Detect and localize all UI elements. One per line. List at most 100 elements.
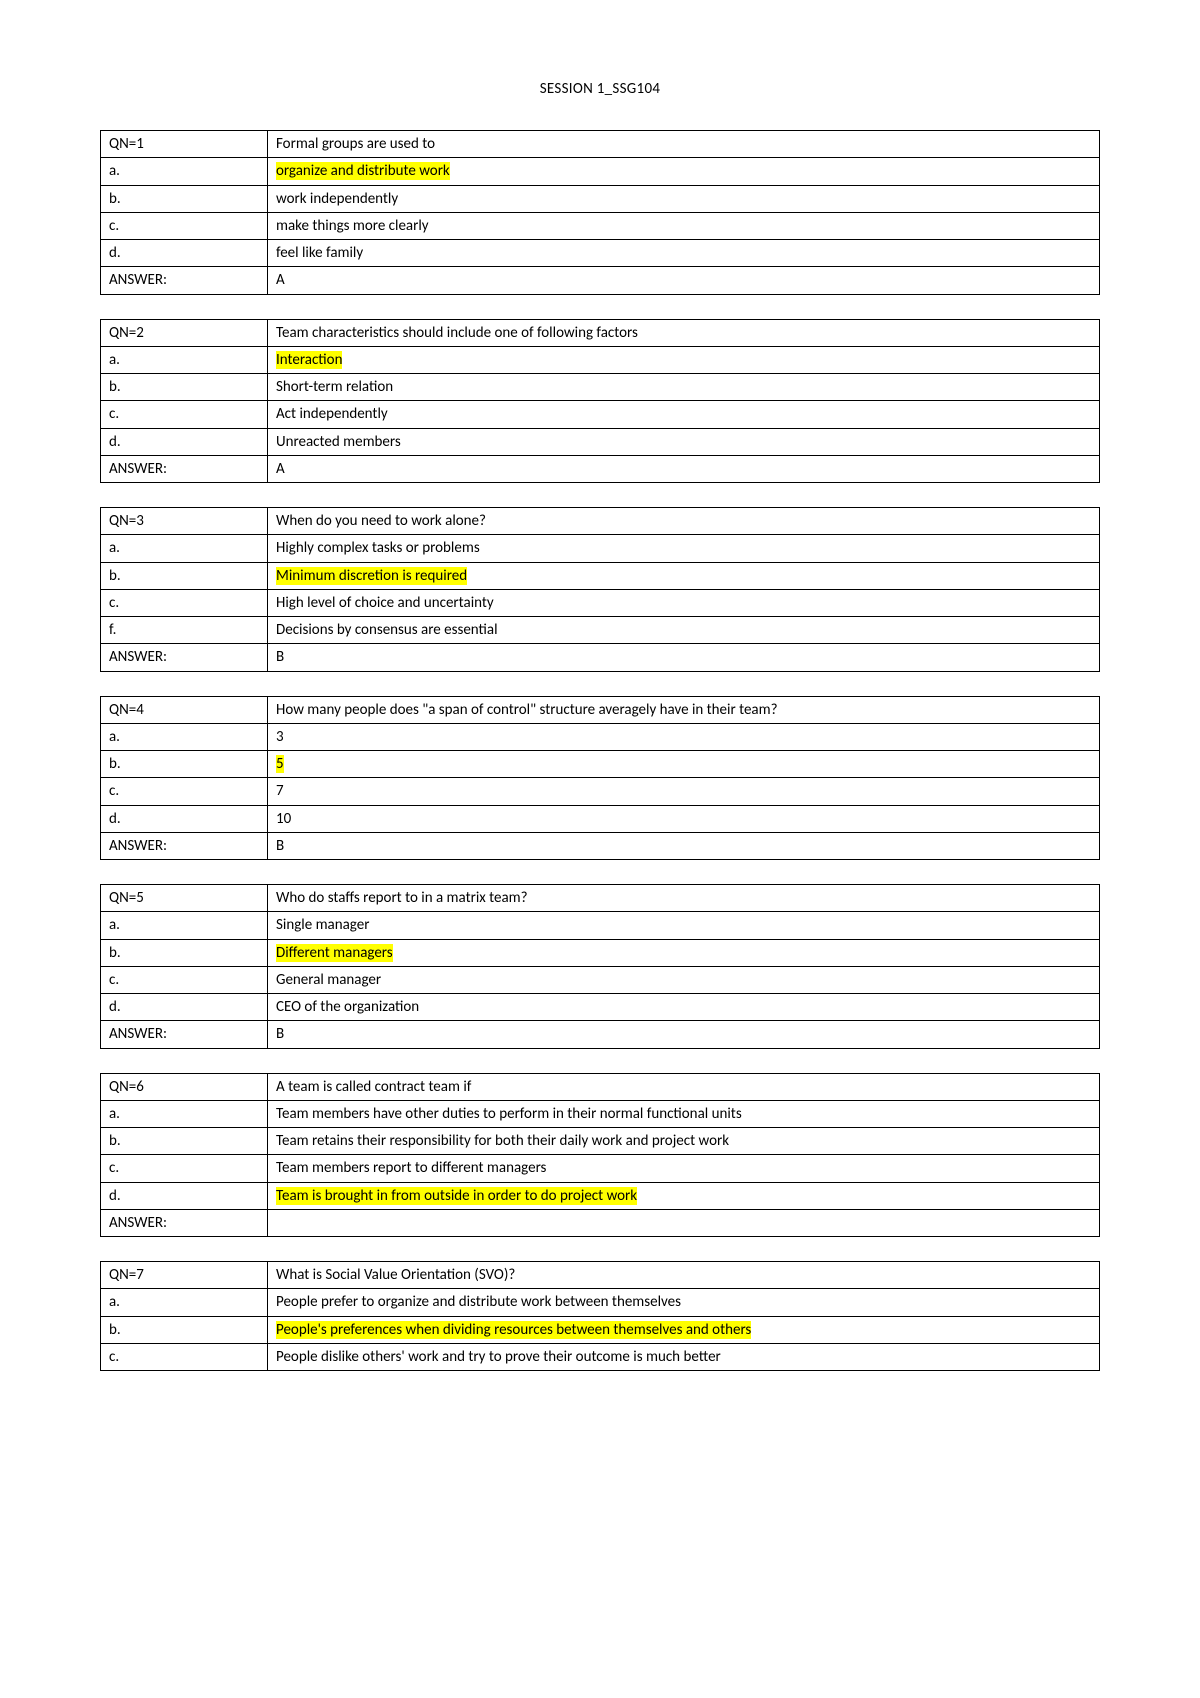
question-prompt: What is Social Value Orientation (SVO)? xyxy=(268,1262,1100,1289)
question-row: QN=6A team is called contract team if xyxy=(101,1073,1100,1100)
option-text: Act independently xyxy=(276,405,388,423)
option-row: c.7 xyxy=(101,778,1100,805)
option-key: d. xyxy=(101,1182,268,1209)
answer-label: ANSWER: xyxy=(101,832,268,859)
option-row: c.General manager xyxy=(101,966,1100,993)
option-text-cell: People prefer to organize and distribute… xyxy=(268,1289,1100,1316)
question-row: QN=2Team characteristics should include … xyxy=(101,319,1100,346)
option-key: d. xyxy=(101,428,268,455)
question-number: QN=1 xyxy=(101,131,268,158)
option-row: a. Team members have other duties to perf… xyxy=(101,1100,1100,1127)
option-text-cell: 5 xyxy=(268,751,1100,778)
option-row: d.CEO of the organization xyxy=(101,994,1100,1021)
question-table: QN=5Who do staffs report to in a matrix … xyxy=(100,884,1100,1049)
option-key: c. xyxy=(101,966,268,993)
option-text-cell: Minimum discretion is required xyxy=(268,562,1100,589)
option-text-cell: Different managers xyxy=(268,939,1100,966)
option-key: b. xyxy=(101,1128,268,1155)
answer-label: ANSWER: xyxy=(101,267,268,294)
option-row: b. 5 xyxy=(101,751,1100,778)
option-text-cell: Interaction xyxy=(268,346,1100,373)
question-table: QN=3When do you need to work alone?a. Hig… xyxy=(100,507,1100,672)
question-table: QN=4How many people does "a span of cont… xyxy=(100,696,1100,861)
option-row: b.Minimum discretion is required xyxy=(101,562,1100,589)
option-text: Team members have other duties to perfor… xyxy=(276,1105,742,1123)
option-row: b.work independently xyxy=(101,185,1100,212)
option-row: c.Act independently xyxy=(101,401,1100,428)
option-key: a. xyxy=(101,912,268,939)
option-text: Highly complex tasks or problems xyxy=(276,539,480,557)
option-key: b. xyxy=(101,939,268,966)
question-tables-container: QN=1Formal groups are used toa.organize … xyxy=(100,130,1100,1371)
option-row: b. Different managers xyxy=(101,939,1100,966)
question-number: QN=2 xyxy=(101,319,268,346)
option-row: b.People's preferences when dividing res… xyxy=(101,1316,1100,1343)
question-prompt: When do you need to work alone? xyxy=(268,508,1100,535)
option-text: Decisions by consensus are essential xyxy=(276,621,498,639)
option-text-cell: CEO of the organization xyxy=(268,994,1100,1021)
option-text-cell: make things more clearly xyxy=(268,212,1100,239)
option-row: a.Interaction xyxy=(101,346,1100,373)
option-text-cell: Highly complex tasks or problems xyxy=(268,535,1100,562)
option-text-cell: organize and distribute work xyxy=(268,158,1100,185)
option-row: d. feel like family xyxy=(101,240,1100,267)
option-key: a. xyxy=(101,1289,268,1316)
option-text-cell: Unreacted members xyxy=(268,428,1100,455)
answer-row: ANSWER:B xyxy=(101,644,1100,671)
option-row: c.High level of choice and uncertainty xyxy=(101,589,1100,616)
option-text: feel like family xyxy=(276,244,363,262)
option-row: a.3 xyxy=(101,723,1100,750)
question-prompt: Who do staffs report to in a matrix team… xyxy=(268,885,1100,912)
option-text-cell: 3 xyxy=(268,723,1100,750)
option-key: b. xyxy=(101,1316,268,1343)
option-row: f. Decisions by consensus are essential xyxy=(101,617,1100,644)
answer-value xyxy=(268,1209,1100,1236)
option-text-cell: Team members have other duties to perfor… xyxy=(268,1100,1100,1127)
option-key: b. xyxy=(101,562,268,589)
answer-label: ANSWER: xyxy=(101,455,268,482)
question-row: QN=1Formal groups are used to xyxy=(101,131,1100,158)
answer-label: ANSWER: xyxy=(101,1021,268,1048)
option-row: c.make things more clearly xyxy=(101,212,1100,239)
answer-label: ANSWER: xyxy=(101,644,268,671)
option-row: d. Unreacted members xyxy=(101,428,1100,455)
answer-value: B xyxy=(268,644,1100,671)
option-row: b.Short-term relation xyxy=(101,374,1100,401)
option-row: a. Highly complex tasks or problems xyxy=(101,535,1100,562)
question-number: QN=3 xyxy=(101,508,268,535)
option-text: Team members report to different manager… xyxy=(276,1159,546,1177)
answer-row: ANSWER:B xyxy=(101,832,1100,859)
option-key: c. xyxy=(101,589,268,616)
option-key: f. xyxy=(101,617,268,644)
option-text: organize and distribute work xyxy=(276,162,450,180)
option-text-cell: feel like family xyxy=(268,240,1100,267)
option-text: Team is brought in from outside in order… xyxy=(276,1187,637,1205)
question-table: QN=7What is Social Value Orientation (SV… xyxy=(100,1261,1100,1371)
option-text: 3 xyxy=(276,728,284,746)
answer-row: ANSWER:A xyxy=(101,267,1100,294)
question-table: QN=6A team is called contract team ifa. T… xyxy=(100,1073,1100,1238)
answer-row: ANSWER: xyxy=(101,1209,1100,1236)
option-text: CEO of the organization xyxy=(276,998,419,1016)
answer-value: B xyxy=(268,1021,1100,1048)
option-key: c. xyxy=(101,212,268,239)
option-key: a. xyxy=(101,1100,268,1127)
option-key: a. xyxy=(101,158,268,185)
option-text-cell: People's preferences when dividing resou… xyxy=(268,1316,1100,1343)
answer-row: ANSWER:B xyxy=(101,1021,1100,1048)
option-text: Different managers xyxy=(276,944,393,962)
option-key: d. xyxy=(101,240,268,267)
option-text: Unreacted members xyxy=(276,433,401,451)
option-text: 10 xyxy=(276,810,291,828)
question-number: QN=5 xyxy=(101,885,268,912)
option-key: b. xyxy=(101,751,268,778)
option-text: 5 xyxy=(276,755,284,773)
option-key: d. xyxy=(101,805,268,832)
option-text-cell: Team is brought in from outside in order… xyxy=(268,1182,1100,1209)
option-text-cell: Single manager xyxy=(268,912,1100,939)
question-table: QN=2Team characteristics should include … xyxy=(100,319,1100,484)
question-prompt: Formal groups are used to xyxy=(268,131,1100,158)
option-key: a. xyxy=(101,535,268,562)
option-key: b. xyxy=(101,185,268,212)
option-text: Short-term relation xyxy=(276,378,393,396)
